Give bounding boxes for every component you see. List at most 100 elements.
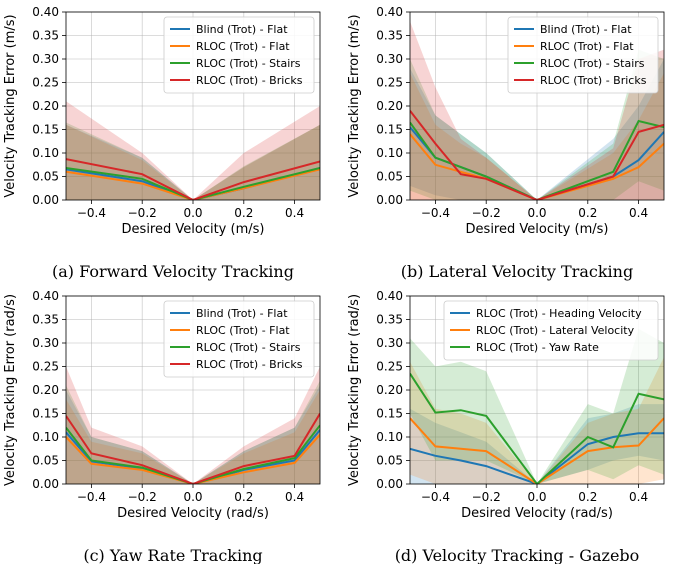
- legend: Blind (Trot) - Flat RLOC (Trot) - Flat RLO…: [163, 300, 315, 378]
- y-tick-label: 0.40: [32, 289, 59, 303]
- y-tick-label: 0.40: [376, 5, 403, 19]
- legend-label: RLOC (Trot) - Yaw Rate: [476, 341, 599, 354]
- y-tick-label: 0.25: [376, 360, 403, 374]
- y-tick-label: 0.10: [376, 146, 403, 160]
- x-axis-label: Desired Velocity (rad/s): [117, 506, 269, 521]
- x-tick-label: 0.4: [285, 490, 304, 504]
- y-tick-label: 0.05: [32, 454, 59, 468]
- y-tick-label: 0.35: [32, 313, 59, 327]
- series-line-2: [66, 433, 320, 484]
- legend-box: [443, 300, 659, 361]
- legend-box: [163, 300, 315, 378]
- x-tick-label: 0.2: [234, 490, 253, 504]
- x-tick-label: 0.2: [234, 206, 253, 220]
- y-tick-label: 0.25: [32, 76, 59, 90]
- legend-label: RLOC (Trot) - Heading Velocity: [476, 307, 642, 320]
- series-line-1: [410, 432, 664, 484]
- series-line-3: [66, 167, 320, 200]
- x-tick-label: −0.2: [128, 490, 157, 504]
- legend-label: Blind (Trot) - Flat: [540, 23, 632, 36]
- y-tick-label: 0.30: [376, 52, 403, 66]
- confidence-band-3: [410, 328, 664, 484]
- y-axis-label: Velocity Tracking Error (m/s): [3, 14, 18, 197]
- x-tick-label: −0.2: [472, 490, 501, 504]
- x-tick-label: 0.2: [578, 490, 597, 504]
- x-tick-label: 0.4: [629, 490, 648, 504]
- chart-panel-1: −0.4 −0.2 0.0 0.2 0.4 0.00 0.05 0.10 0.15 0.20 0.2…: [3, 5, 321, 281]
- y-tick-label: 0.05: [376, 170, 403, 184]
- confidence-band-2: [410, 357, 664, 484]
- subfigure-caption: (b) Lateral Velocity Tracking: [401, 262, 633, 281]
- y-tick-label: 0.00: [32, 477, 59, 491]
- x-axis-label: Desired Velocity (rad/s): [461, 506, 613, 521]
- legend-label: RLOC (Trot) - Flat: [540, 40, 634, 53]
- confidence-band-2: [410, 73, 664, 200]
- confidence-band-1: [66, 385, 320, 484]
- confidence-band-2: [66, 390, 320, 484]
- confidence-band-3: [66, 380, 320, 484]
- series-line-3: [410, 373, 664, 484]
- series-line-4: [410, 110, 664, 200]
- legend-label: Blind (Trot) - Flat: [196, 307, 288, 320]
- y-tick-label: 0.35: [32, 29, 59, 43]
- series-line-3: [66, 424, 320, 484]
- legend-label: RLOC (Trot) - Bricks: [540, 74, 647, 87]
- series-line-4: [66, 412, 320, 484]
- y-tick-label: 0.30: [32, 52, 59, 66]
- y-tick-label: 0.35: [376, 29, 403, 43]
- x-tick-label: 0.4: [629, 206, 648, 220]
- y-tick-label: 0.15: [376, 407, 403, 421]
- y-tick-label: 0.00: [376, 193, 403, 207]
- x-tick-label: 0.2: [578, 206, 597, 220]
- x-tick-label: −0.4: [421, 490, 450, 504]
- y-axis-label: Velocity Tracking Error (m/s): [347, 14, 362, 197]
- y-tick-label: 0.35: [376, 313, 403, 327]
- y-axis-label: Velocity Tracking Error (rad/s): [3, 294, 18, 486]
- y-tick-label: 0.15: [376, 123, 403, 137]
- series-line-3: [410, 119, 664, 200]
- confidence-band-4: [66, 366, 320, 484]
- legend-label: RLOC (Trot) - Flat: [196, 324, 290, 337]
- legend-label: RLOC (Trot) - Stairs: [540, 57, 645, 70]
- y-tick-label: 0.30: [376, 336, 403, 350]
- legend-label: RLOC (Trot) - Bricks: [196, 74, 303, 87]
- legend-label: RLOC (Trot) - Lateral Velocity: [476, 324, 635, 337]
- y-tick-label: 0.40: [376, 289, 403, 303]
- series-line-2: [410, 417, 664, 484]
- x-tick-label: −0.4: [77, 490, 106, 504]
- y-axis-label: Velocity Tracking Error (rad/s): [347, 294, 362, 486]
- confidence-band-4: [410, 21, 664, 200]
- legend-box: [507, 16, 659, 94]
- y-tick-label: 0.40: [32, 5, 59, 19]
- x-tick-label: 0.4: [285, 206, 304, 220]
- x-tick-label: 0.0: [527, 490, 546, 504]
- legend-label: RLOC (Trot) - Bricks: [196, 358, 303, 371]
- legend-label: RLOC (Trot) - Flat: [196, 40, 290, 53]
- x-tick-label: −0.2: [128, 206, 157, 220]
- y-tick-label: 0.20: [32, 383, 59, 397]
- y-tick-label: 0.25: [32, 360, 59, 374]
- subfigure-caption: (c) Yaw Rate Tracking: [83, 546, 262, 564]
- y-tick-label: 0.05: [32, 170, 59, 184]
- y-tick-label: 0.20: [376, 383, 403, 397]
- y-tick-label: 0.30: [32, 336, 59, 350]
- legend: Blind (Trot) - Flat RLOC (Trot) - Flat RLO…: [507, 16, 659, 94]
- x-tick-label: 0.0: [183, 206, 202, 220]
- chart-panel-2: −0.4 −0.2 0.0 0.2 0.4 0.00 0.05 0.10 0.15 0.20 0.2…: [347, 5, 665, 281]
- confidence-band-3: [410, 49, 664, 200]
- y-tick-label: 0.15: [32, 123, 59, 137]
- x-tick-label: −0.2: [472, 206, 501, 220]
- legend-label: RLOC (Trot) - Stairs: [196, 57, 301, 70]
- legend-box: [163, 16, 315, 94]
- confidence-band-1: [410, 59, 664, 200]
- series-line-4: [66, 158, 320, 200]
- legend: RLOC (Trot) - Heading Velocity RLOC (Trot…: [443, 300, 659, 361]
- x-tick-label: −0.4: [421, 206, 450, 220]
- y-tick-label: 0.15: [32, 407, 59, 421]
- subfigure-caption: (a) Forward Velocity Tracking: [52, 262, 294, 281]
- y-tick-label: 0.25: [376, 76, 403, 90]
- y-tick-label: 0.05: [376, 454, 403, 468]
- confidence-band-4: [66, 101, 320, 200]
- x-tick-label: 0.0: [527, 206, 546, 220]
